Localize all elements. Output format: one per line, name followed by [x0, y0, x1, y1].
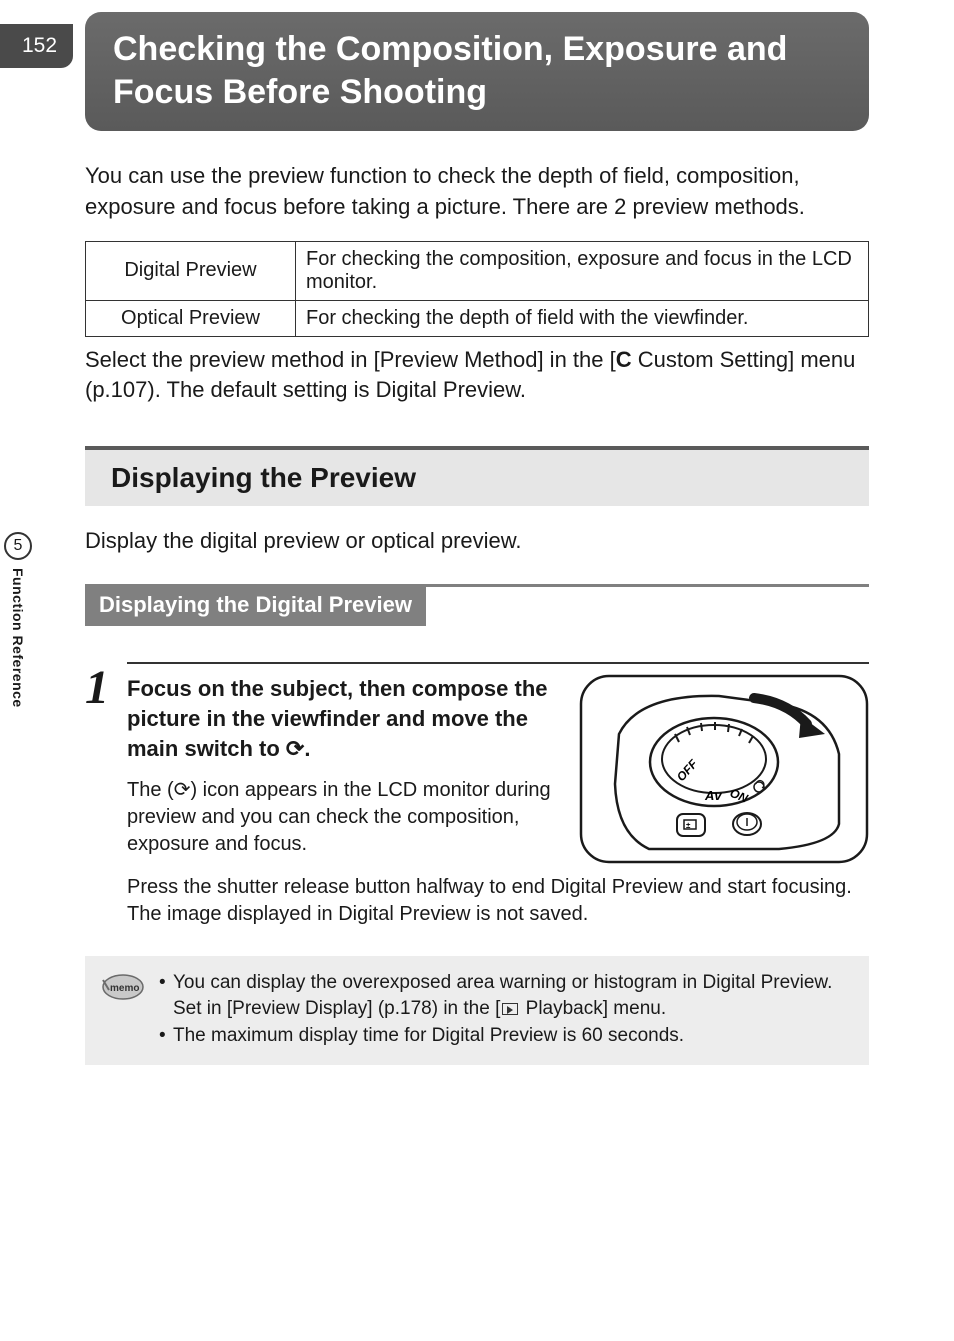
- playback-icon: [502, 1003, 518, 1015]
- memo-label: memo: [110, 983, 139, 994]
- side-tab: 5 Function Reference: [0, 532, 36, 708]
- table-cell-desc: For checking the composition, exposure a…: [296, 241, 869, 300]
- chapter-number-icon: 5: [4, 532, 32, 560]
- bullet-icon: •: [159, 970, 173, 1021]
- step-detail-2: Press the shutter release button halfway…: [127, 874, 869, 928]
- text-segment: Playback] menu.: [520, 998, 666, 1019]
- memo-icon: memo: [99, 970, 145, 1051]
- sub-heading: Displaying the Digital Preview: [85, 584, 426, 626]
- memo-item: • You can display the overexposed area w…: [159, 970, 851, 1021]
- table-cell-label: Optical Preview: [86, 300, 296, 336]
- intro-text: You can use the preview function to chec…: [85, 161, 869, 223]
- section-body-text: Display the digital preview or optical p…: [85, 528, 869, 554]
- text-segment: .: [304, 736, 310, 761]
- memo-item: • The maximum display time for Digital P…: [159, 1023, 851, 1049]
- preview-switch-icon: ⟳: [174, 779, 191, 801]
- preview-switch-icon: ⟳: [286, 736, 304, 761]
- step-rule: [127, 662, 869, 664]
- step-block: 1 Focus on the subject, then compose the…: [85, 662, 869, 928]
- preview-methods-table: Digital Preview For checking the composi…: [85, 241, 869, 337]
- chapter-label: Function Reference: [10, 568, 26, 708]
- table-row: Digital Preview For checking the composi…: [86, 241, 869, 300]
- page-number: 152: [0, 24, 73, 68]
- memo-list: • You can display the overexposed area w…: [159, 970, 851, 1051]
- table-cell-desc: For checking the depth of field with the…: [296, 300, 869, 336]
- camera-illustration: OFF Av ON ±: [579, 674, 869, 864]
- svg-text:±: ±: [686, 821, 691, 830]
- text-segment: ) icon appears in the LCD monitor during…: [127, 779, 551, 855]
- table-cell-label: Digital Preview: [86, 241, 296, 300]
- dial-av-label: Av: [704, 788, 722, 803]
- text-segment: The maximum display time for Digital Pre…: [173, 1023, 684, 1049]
- text-segment: Focus on the subject, then compose the p…: [127, 676, 548, 760]
- step-instruction: Focus on the subject, then compose the p…: [127, 674, 559, 763]
- bullet-icon: •: [159, 1023, 173, 1049]
- section-heading-wrap: Displaying the Preview: [85, 446, 869, 506]
- table-row: Optical Preview For checking the depth o…: [86, 300, 869, 336]
- after-table-text: Select the preview method in [Preview Me…: [85, 345, 869, 407]
- section-heading: Displaying the Preview: [85, 450, 869, 506]
- text-segment: The (: [127, 779, 174, 801]
- text-segment: Select the preview method in [Preview Me…: [85, 347, 616, 372]
- memo-block: memo • You can display the overexposed a…: [85, 956, 869, 1065]
- sub-heading-rule: [426, 584, 869, 587]
- custom-setting-icon: C: [616, 347, 632, 372]
- step-detail: The (⟳) icon appears in the LCD monitor …: [127, 777, 559, 858]
- step-content: Focus on the subject, then compose the p…: [127, 662, 869, 928]
- page-title: Checking the Composition, Exposure and F…: [85, 12, 869, 131]
- sub-heading-row: Displaying the Digital Preview: [85, 584, 869, 626]
- step-number: 1: [85, 666, 109, 709]
